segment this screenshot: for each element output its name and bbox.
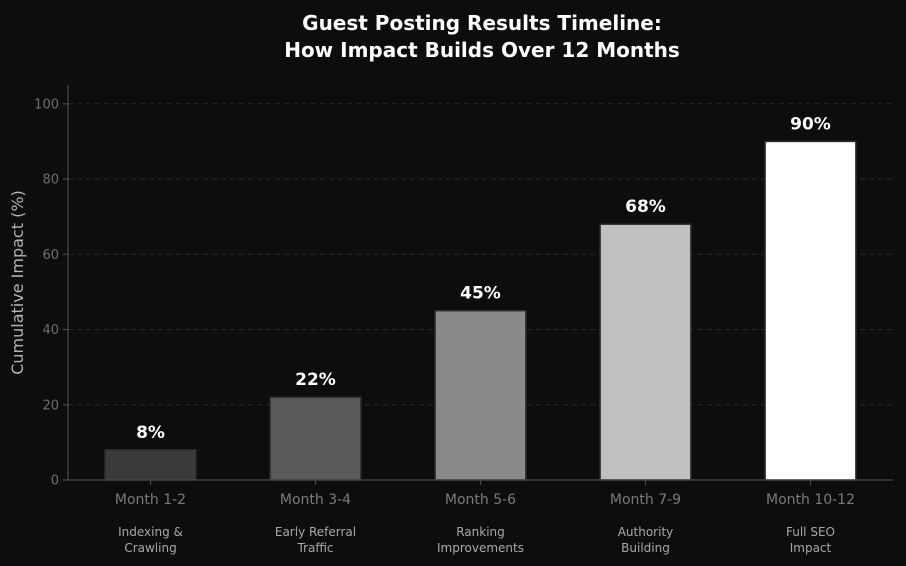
y-axis: 0 20 40 60 80 100 Cumulative Impact (%) [8, 85, 69, 489]
x-tick-label-3: Month 5-6 [445, 492, 516, 508]
y-tick-label-40: 40 [42, 323, 59, 338]
y-tick-label-20: 20 [42, 398, 59, 413]
x-sublabel-3: Ranking Improvements [437, 525, 524, 555]
x-sublabel-2: Early Referral Traffic [275, 525, 356, 555]
y-tick-label-60: 60 [42, 248, 59, 263]
bar-1 [104, 449, 197, 481]
x-axis: Month 1-2 Indexing & Crawling Month 3-4 Earl… [68, 479, 893, 555]
chart-title-line-1: Guest Posting Results Timeline: [302, 11, 662, 35]
bar-4 [599, 223, 692, 481]
x-tick-label-1: Month 1-2 [115, 492, 186, 508]
y-tick-label-0: 0 [51, 474, 59, 489]
y-tick-label-100: 100 [34, 97, 59, 112]
bar-2 [269, 396, 362, 481]
data-label-4: 68% [625, 197, 666, 217]
bar-5 [764, 140, 857, 481]
data-label-5: 90% [790, 114, 831, 134]
data-label-1: 8% [136, 423, 165, 443]
bars [104, 140, 857, 481]
x-tick-label-2: Month 3-4 [280, 492, 351, 508]
bar-3 [434, 309, 527, 481]
data-labels: 8% 22% 45% 68% 90% [136, 114, 831, 442]
x-tick-label-5: Month 10-12 [766, 492, 855, 508]
x-sublabel-4: Authority Building [618, 525, 674, 555]
data-label-3: 45% [460, 284, 501, 304]
x-sublabel-1: Indexing & Crawling [118, 525, 183, 555]
chart-title-line-2: How Impact Builds Over 12 Months [284, 38, 680, 62]
y-axis-label: Cumulative Impact (%) [8, 190, 27, 375]
x-tick-label-4: Month 7-9 [610, 492, 681, 508]
data-label-2: 22% [295, 370, 336, 390]
y-tick-label-80: 80 [42, 173, 59, 188]
chart-title: Guest Posting Results Timeline: How Impac… [284, 11, 680, 62]
x-sublabel-5: Full SEO Impact [786, 525, 835, 555]
